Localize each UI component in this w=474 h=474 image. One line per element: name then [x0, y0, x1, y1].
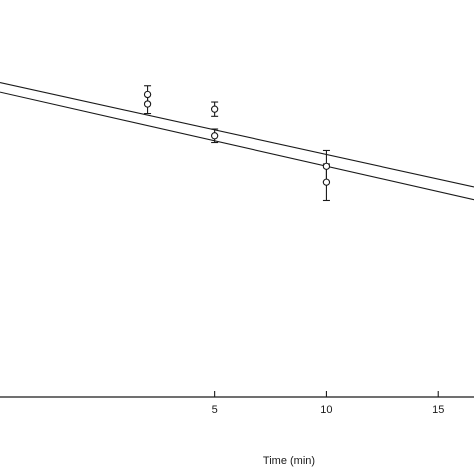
x-tick-label: 15 [432, 404, 444, 416]
fit-lines [0, 82, 474, 201]
fit-line [0, 91, 474, 201]
data-point [143, 90, 152, 99]
data-points [143, 90, 331, 186]
x-tick-label: 10 [320, 404, 332, 416]
data-point [322, 178, 331, 186]
x-ticks: 5 10 15 [212, 391, 444, 416]
data-point [143, 100, 152, 108]
x-axis-title: Time (min) [263, 455, 315, 467]
fit-line [0, 82, 474, 188]
data-point [322, 162, 331, 170]
error-bars [144, 85, 330, 202]
x-tick-label: 5 [212, 404, 218, 416]
data-point [210, 105, 219, 113]
data-point [210, 132, 219, 140]
